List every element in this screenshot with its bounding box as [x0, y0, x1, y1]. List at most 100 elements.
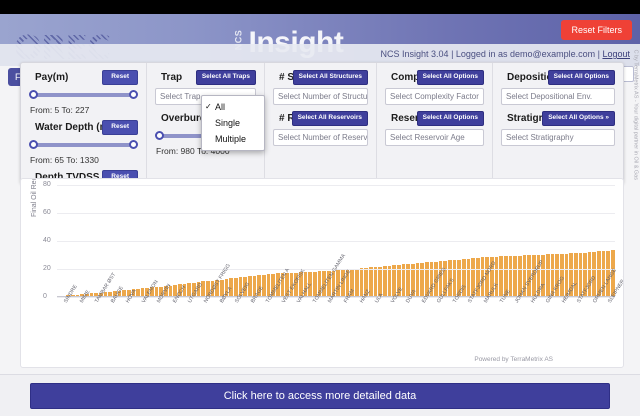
session-info: NCS Insight 3.04 | Logged in as demo@exa… [380, 49, 603, 59]
filter-panel-counts: # Structures Select All Structures Selec… [265, 63, 377, 183]
reset-filters-button[interactable]: Reset Filters [561, 20, 632, 40]
chart-gridline [57, 269, 615, 270]
chart-bar [517, 255, 522, 297]
structures-row: # Structures Select All Structures [273, 70, 368, 86]
chart-bar [438, 261, 443, 297]
chart-bar [89, 293, 94, 297]
pay-reset-button[interactable]: Reset [102, 70, 138, 85]
overburden-slider-min-handle[interactable] [155, 131, 164, 140]
chart-gridline [57, 297, 615, 298]
chart-bar [103, 292, 108, 297]
chart-bar [578, 252, 583, 297]
complexity-select-input[interactable]: Select Complexity Factor [385, 88, 484, 105]
complexity-row: Complexity Select All Options [385, 70, 484, 86]
depositional-select-input[interactable]: Select Depositional Env. [501, 88, 615, 105]
logout-link[interactable]: Logout [602, 49, 630, 59]
select-all-depositional-button[interactable]: Select All Options [547, 70, 615, 85]
structures-select-input[interactable]: Select Number of Structures [273, 88, 368, 105]
pay-slider-min-handle[interactable] [29, 90, 38, 99]
trap-option-multiple[interactable]: Multiple [202, 131, 264, 147]
chart-bar [331, 270, 336, 297]
pay-slider-max-handle[interactable] [129, 90, 138, 99]
chart-bar [210, 280, 215, 297]
chart-bar [201, 281, 205, 297]
chart-bar [122, 290, 126, 297]
chart-bar [192, 282, 196, 297]
trap-dropdown-menu[interactable]: ✓ All Single Multiple [201, 95, 265, 151]
chart-bar [94, 293, 98, 297]
chart-bar [182, 283, 187, 297]
reservoir-age-row: Reservoir Age Select All Options [385, 111, 484, 127]
chart-bar [289, 272, 294, 297]
chart-bars [57, 185, 615, 297]
chart-bar [480, 257, 485, 297]
chart-y-axis-label: Final Oil Recovery (%) [31, 178, 38, 217]
chart-bar [341, 269, 345, 297]
chart-bar [564, 253, 569, 297]
chart-x-axis-line [57, 296, 615, 297]
cta-zone: Click here to access more detailed data [0, 374, 640, 416]
water-depth-slider[interactable] [29, 137, 138, 153]
chart-bar [494, 256, 499, 297]
chart-bar [536, 254, 541, 297]
chart-bar [462, 259, 466, 297]
chart-bar [294, 272, 299, 297]
chart-bar [252, 275, 257, 297]
chart-bar [159, 286, 164, 297]
select-all-structures-button[interactable]: Select All Structures [292, 70, 368, 85]
select-all-stratigraphy-button[interactable]: Select All Options » [542, 111, 615, 126]
water-depth-reset-button[interactable]: Reset [102, 120, 138, 135]
chart-bar [280, 273, 285, 297]
stratigraphy-select-input[interactable]: Select Stratigraphy [501, 129, 615, 146]
select-all-reservoir-age-button[interactable]: Select All Options [416, 111, 484, 126]
pay-label: Pay(m) [35, 72, 69, 83]
chart-bar [243, 276, 247, 297]
pay-slider[interactable] [29, 87, 138, 103]
chart-bar [84, 293, 89, 297]
chart-bar [401, 264, 406, 297]
chart-bar [443, 260, 448, 297]
select-all-reservoirs-button[interactable]: Select All Reservoirs [291, 111, 368, 126]
detailed-data-button[interactable]: Click here to access more detailed data [30, 383, 610, 409]
trap-option-all-label: All [215, 102, 226, 112]
chart-y-tick: 20 [43, 265, 51, 272]
stratigraphy-row: Stratigraphy Select All Options » [501, 111, 615, 127]
chart-bar [429, 261, 434, 297]
water-depth-range-text: From: 65 To: 1330 [30, 155, 99, 165]
chart-bar [466, 258, 471, 297]
chart-bar [196, 281, 201, 297]
filter-panel-trap: Trap Select All Traps Select Trap Overbu… [147, 63, 265, 183]
reservoir-age-select-input[interactable]: Select Reservoir Age [385, 129, 484, 146]
depositional-row: Depositional Env. Select All Options [501, 70, 615, 86]
filter-panel-complexity: Complexity Select All Options Select Com… [377, 63, 493, 183]
pay-slider-track [32, 93, 135, 97]
chart-gridline [57, 213, 615, 214]
chart-bar [373, 266, 378, 297]
chart-bar [336, 270, 341, 297]
powered-by-text: Powered by TerraMetrix AS [474, 356, 553, 363]
overburden-label: Overburden [161, 113, 218, 124]
chart-bar [266, 274, 271, 297]
chart-bar [583, 252, 587, 297]
chart-gridline [57, 185, 615, 186]
water-depth-slider-max-handle[interactable] [129, 140, 138, 149]
water-depth-slider-min-handle[interactable] [29, 140, 38, 149]
chart-bar [178, 284, 182, 297]
chart-bar [112, 291, 117, 297]
select-all-traps-button[interactable]: Select All Traps [195, 70, 256, 85]
chart-bar [513, 255, 517, 297]
chart-bar [476, 257, 480, 297]
trap-option-all[interactable]: ✓ All [202, 99, 264, 115]
chart-bar [233, 277, 238, 297]
chart-bar [261, 274, 266, 297]
depth-tvdss-label: Depth TVDSS [35, 172, 99, 183]
chart-bar [569, 253, 573, 297]
water-depth-label: Water Depth (m) [35, 122, 112, 133]
reservoirs-select-input[interactable]: Select Number of Reservoirs [273, 129, 368, 146]
chart-bar [541, 254, 545, 297]
chart-y-tick: 40 [43, 237, 51, 244]
select-all-complexity-button[interactable]: Select All Options [416, 70, 484, 85]
trap-option-single[interactable]: Single [202, 115, 264, 131]
chart-bar [410, 263, 415, 297]
chart-bar [611, 250, 615, 297]
